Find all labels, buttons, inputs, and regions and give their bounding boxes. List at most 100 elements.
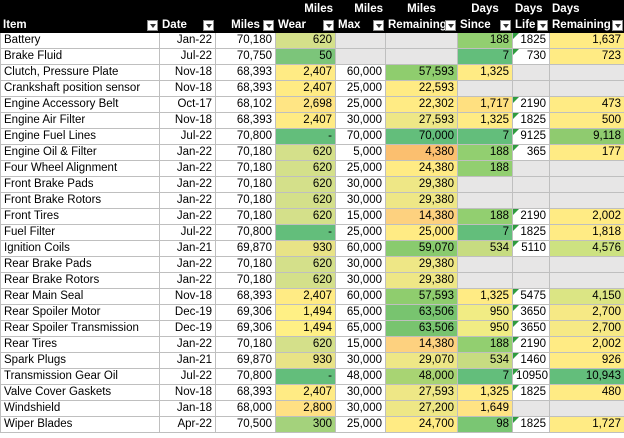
cell-days-since[interactable]: 1,325: [457, 64, 513, 81]
cell-miles-max[interactable]: 25,000: [335, 224, 386, 241]
cell-miles-wear[interactable]: 2,407: [275, 80, 336, 97]
cell-miles-remaining[interactable]: 29,380: [385, 176, 458, 193]
cell-days-since[interactable]: [457, 80, 513, 97]
cell-miles-remaining[interactable]: 24,380: [385, 160, 458, 177]
cell-item[interactable]: Rear Spoiler Motor: [0, 304, 160, 321]
cell-miles-wear[interactable]: 620: [275, 144, 336, 161]
cell-days-since[interactable]: 188: [457, 160, 513, 177]
cell-days-remaining[interactable]: 10,943: [549, 368, 624, 385]
cell-item[interactable]: Transmission Gear Oil: [0, 368, 160, 385]
cell-days-remaining[interactable]: [549, 272, 624, 289]
cell-days-life[interactable]: 3650: [512, 320, 550, 337]
column-header-date[interactable]: Date: [159, 16, 216, 33]
cell-miles-wear[interactable]: 930: [275, 352, 336, 369]
filter-dropdown-icon[interactable]: [537, 20, 548, 31]
cell-miles[interactable]: 70,180: [215, 272, 276, 289]
cell-date[interactable]: Jan-22: [159, 32, 216, 49]
cell-date[interactable]: Oct-17: [159, 96, 216, 113]
cell-days-since[interactable]: [457, 256, 513, 273]
cell-item[interactable]: Rear Tires: [0, 336, 160, 353]
cell-days-since[interactable]: [457, 192, 513, 209]
cell-days-remaining[interactable]: [549, 64, 624, 81]
cell-miles[interactable]: 68,393: [215, 64, 276, 81]
cell-days-life[interactable]: 5475: [512, 288, 550, 305]
cell-date[interactable]: Nov-18: [159, 288, 216, 305]
cell-miles-wear[interactable]: 930: [275, 240, 336, 257]
cell-miles-max[interactable]: 25,000: [335, 96, 386, 113]
cell-miles[interactable]: 70,180: [215, 256, 276, 273]
column-header-remaining[interactable]: Remaining: [385, 16, 458, 33]
cell-days-remaining[interactable]: 1,727: [549, 416, 624, 433]
cell-miles-wear[interactable]: 300: [275, 416, 336, 433]
cell-miles-wear[interactable]: 2,407: [275, 288, 336, 305]
cell-date[interactable]: Jan-22: [159, 272, 216, 289]
cell-days-life[interactable]: [512, 272, 550, 289]
cell-miles-remaining[interactable]: 63,506: [385, 320, 458, 337]
column-header-miles[interactable]: Miles: [215, 16, 276, 33]
cell-miles-remaining[interactable]: 59,070: [385, 240, 458, 257]
cell-days-since[interactable]: 188: [457, 208, 513, 225]
cell-miles-remaining[interactable]: 29,070: [385, 352, 458, 369]
cell-item[interactable]: Ignition Coils: [0, 240, 160, 257]
cell-days-life[interactable]: 365: [512, 144, 550, 161]
column-header-since[interactable]: Since: [457, 16, 513, 33]
cell-date[interactable]: Dec-19: [159, 320, 216, 337]
cell-miles-wear[interactable]: 620: [275, 176, 336, 193]
cell-days-life[interactable]: 1825: [512, 416, 550, 433]
cell-days-remaining[interactable]: 1,637: [549, 32, 624, 49]
cell-miles[interactable]: 70,180: [215, 160, 276, 177]
column-header-wear[interactable]: Wear: [275, 16, 336, 33]
cell-date[interactable]: Jul-22: [159, 48, 216, 65]
cell-item[interactable]: Rear Brake Rotors: [0, 272, 160, 289]
cell-miles-remaining[interactable]: 4,380: [385, 144, 458, 161]
cell-date[interactable]: Jan-18: [159, 400, 216, 417]
cell-days-life[interactable]: 5110: [512, 240, 550, 257]
cell-miles-max[interactable]: 48,000: [335, 368, 386, 385]
cell-miles[interactable]: 70,750: [215, 48, 276, 65]
column-header-life[interactable]: Life: [512, 16, 550, 33]
cell-miles-wear[interactable]: 620: [275, 160, 336, 177]
cell-days-since[interactable]: 188: [457, 32, 513, 49]
cell-date[interactable]: Nov-18: [159, 64, 216, 81]
cell-days-life[interactable]: 9125: [512, 128, 550, 145]
cell-days-since[interactable]: 188: [457, 336, 513, 353]
cell-days-life[interactable]: 730: [512, 48, 550, 65]
cell-days-since[interactable]: [457, 176, 513, 193]
filter-dropdown-icon[interactable]: [373, 20, 384, 31]
filter-dropdown-icon[interactable]: [445, 20, 456, 31]
cell-days-life[interactable]: [512, 192, 550, 209]
cell-miles-remaining[interactable]: 24,700: [385, 416, 458, 433]
cell-miles-max[interactable]: 30,000: [335, 352, 386, 369]
cell-date[interactable]: Jan-22: [159, 208, 216, 225]
cell-date[interactable]: Jan-22: [159, 336, 216, 353]
cell-days-since[interactable]: 534: [457, 352, 513, 369]
cell-miles-max[interactable]: 60,000: [335, 288, 386, 305]
cell-item[interactable]: Crankshaft position sensor: [0, 80, 160, 97]
cell-days-remaining[interactable]: 723: [549, 48, 624, 65]
cell-days-life[interactable]: [512, 64, 550, 81]
cell-item[interactable]: Rear Main Seal: [0, 288, 160, 305]
cell-days-since[interactable]: 534: [457, 240, 513, 257]
cell-miles-wear[interactable]: -: [275, 224, 336, 241]
cell-days-since[interactable]: 1,325: [457, 384, 513, 401]
cell-days-remaining[interactable]: 473: [549, 96, 624, 113]
cell-days-since[interactable]: 1,717: [457, 96, 513, 113]
cell-miles-remaining[interactable]: 29,380: [385, 256, 458, 273]
cell-days-life[interactable]: 1825: [512, 384, 550, 401]
column-header-max[interactable]: Max: [335, 16, 386, 33]
cell-item[interactable]: Front Tires: [0, 208, 160, 225]
cell-days-remaining[interactable]: 2,002: [549, 336, 624, 353]
cell-miles-remaining[interactable]: 27,593: [385, 112, 458, 129]
cell-days-since[interactable]: 188: [457, 144, 513, 161]
cell-miles[interactable]: 68,393: [215, 288, 276, 305]
cell-miles[interactable]: 70,180: [215, 336, 276, 353]
cell-miles-remaining[interactable]: 27,593: [385, 384, 458, 401]
cell-item[interactable]: Engine Accessory Belt: [0, 96, 160, 113]
cell-days-remaining[interactable]: 2,700: [549, 304, 624, 321]
cell-date[interactable]: Jul-22: [159, 368, 216, 385]
cell-miles[interactable]: 70,180: [215, 192, 276, 209]
cell-item[interactable]: Four Wheel Alignment: [0, 160, 160, 177]
cell-miles-max[interactable]: 30,000: [335, 272, 386, 289]
cell-miles[interactable]: 70,180: [215, 32, 276, 49]
cell-days-life[interactable]: 2190: [512, 208, 550, 225]
